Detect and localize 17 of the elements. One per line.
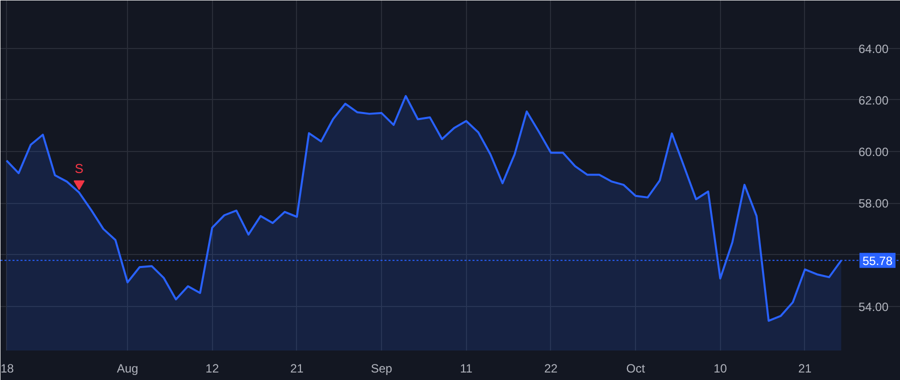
y-tick-label: 54.00 bbox=[858, 300, 889, 314]
x-tick-label: 21 bbox=[290, 362, 304, 376]
x-tick-label: Sep bbox=[370, 362, 393, 376]
x-tick-label: 18 bbox=[0, 362, 14, 376]
ref-line-label: 55.78 bbox=[862, 254, 893, 268]
x-tick-label: 12 bbox=[206, 362, 220, 376]
x-tick-label: Oct bbox=[626, 362, 646, 376]
x-tick-label: 10 bbox=[714, 362, 728, 376]
x-tick-label: 21 bbox=[798, 362, 812, 376]
y-tick-label: 60.00 bbox=[858, 144, 889, 159]
y-tick-label: 64.00 bbox=[858, 42, 889, 56]
x-tick-label: Aug bbox=[116, 362, 138, 376]
x-tick-label: 11 bbox=[460, 362, 473, 376]
annotation: S bbox=[74, 160, 84, 176]
y-tick-label: 58.00 bbox=[858, 196, 889, 211]
x-tick-label: 22 bbox=[544, 362, 558, 376]
y-tick-label: 62.00 bbox=[858, 93, 889, 108]
